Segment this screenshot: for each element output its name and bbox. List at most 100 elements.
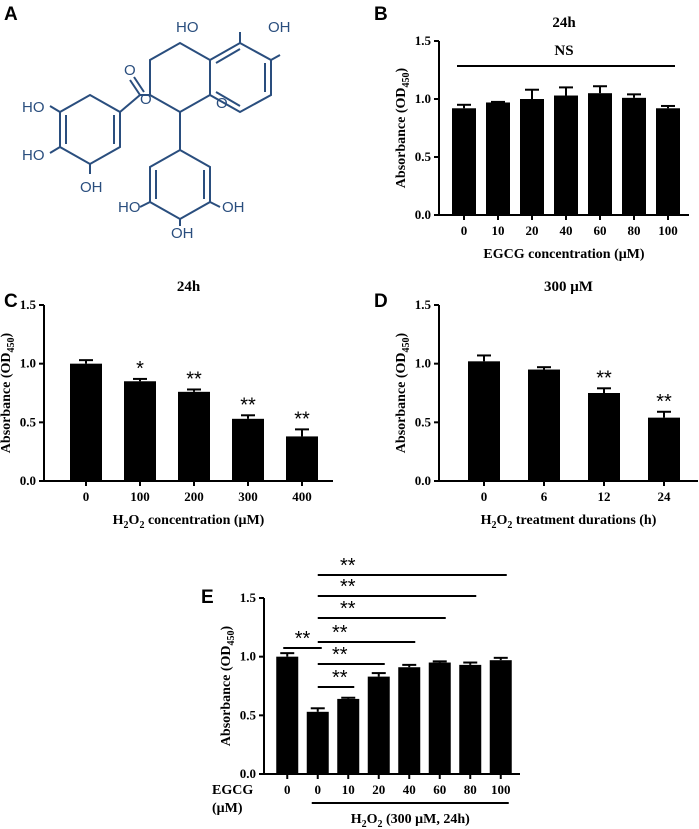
chart-title: 300 μM [544,279,593,295]
bar [588,93,612,215]
bar [428,662,451,774]
y-tick-label: 0.0 [415,207,431,222]
mol-label-oh-top: OH [268,19,291,36]
molecule-labels: HO OH HO HO OH O O O HO OH OH [22,19,291,242]
x-tick-label: 100 [130,489,150,504]
mol-label-ho-top: HO [176,19,199,36]
comparison-label: ** [332,622,348,644]
bar [276,656,299,774]
comparison-label: ** [340,576,356,598]
bar [486,102,510,215]
chart-title: 24h [552,15,576,31]
mol-label-ho-galloyl-2: HO [22,147,45,164]
row-label-egcg: EGCG [212,783,253,798]
x-tick-label: 60 [594,223,607,238]
x-tick-label: 80 [628,223,641,238]
x-tick-label: 400 [292,489,312,504]
significance-label: ** [656,391,672,413]
x-tick-label: 24 [658,489,672,504]
comparison-label: ** [340,555,356,577]
mol-label-oh-b: OH [222,199,245,216]
bar [178,391,210,481]
panel-b-letter: B [374,4,388,25]
y-tick-label: 0.5 [415,149,432,164]
comparison-label: ** [295,628,311,650]
y-tick-label: 0.5 [415,414,432,429]
chart-c: 0.0 0.5 1.0 1.5 0 100 * 200 ** 300 ** 400 ** Absorban… [0,279,333,531]
x-tick-label: 200 [184,489,204,504]
ring-b [149,148,211,221]
x-tick-label: 100 [491,782,511,797]
significance-label: ** [596,367,612,389]
y-tick-label: 1.5 [20,297,37,312]
y-axis-label: Absorbance (OD450) [394,67,412,188]
bar [337,698,360,774]
x-tick-label: 60 [433,782,446,797]
bar [459,664,482,774]
bar [554,95,578,215]
mol-label-ho-galloyl-1: HO [22,99,45,116]
y-axis-label: Absorbance (OD450) [0,332,17,453]
x-tick-label: 0 [481,489,488,504]
mol-label-oh-galloyl: OH [80,179,103,196]
significance-label: * [136,358,144,380]
bar [489,660,512,774]
x-tick-label: 10 [492,223,505,238]
x-tick-label: 20 [526,223,539,238]
bar [528,369,560,481]
x-tick-label: 40 [403,782,416,797]
bar [286,436,318,481]
panel-d-letter: D [374,291,388,312]
y-tick-label: 0.5 [240,707,257,722]
bar [367,676,390,774]
bar [588,393,620,481]
x-tick-label: 40 [560,223,573,238]
bar [648,417,680,481]
y-tick-label: 0.0 [20,473,36,488]
chart-e: 0.0 0.5 1.0 1.5 0 0 10 20 40 60 80 100 Absorbance (O… [212,555,520,829]
x-tick-label: 80 [464,782,477,797]
mol-label-ring-o: O [216,95,228,112]
panel-a-letter: A [4,4,18,25]
x-tick-label: 10 [342,782,355,797]
y-tick-label: 0.0 [415,473,431,488]
bar [656,108,680,215]
mol-label-carbonyl-o: O [124,62,136,79]
x-tick-label: 300 [238,489,258,504]
chart-b: 0.0 0.5 1.0 1.5 0 10 20 40 60 80 100 Absorbance (OD… [394,15,689,262]
x-tick-label: 100 [658,223,678,238]
comparison-label: ** [332,644,348,666]
y-tick-label: 1.5 [240,590,257,605]
x-tick-label: 0 [461,223,468,238]
chart-title: 24h [177,279,201,295]
y-tick-label: 1.0 [415,356,431,371]
y-tick-label: 1.5 [415,33,432,48]
comparison-label: ** [340,598,356,620]
bar [468,361,500,481]
x-tick-label: 6 [541,489,548,504]
x-tick-label: 0 [83,489,90,504]
bar [398,667,421,774]
y-axis-label: Absorbance (OD450) [219,625,237,746]
comparison-label: ** [332,667,348,689]
significance-label: ** [294,408,310,430]
egcg-structure [49,32,281,226]
ring-c [149,41,211,114]
x-axis-label: EGCG concentration (μM) [483,247,644,262]
mol-label-ho-b: HO [118,199,141,216]
chart-d: 0.0 0.5 1.0 1.5 0 6 12 ** 24 ** Absorbance (OD450)… [394,279,698,531]
bar [520,99,544,215]
x-tick-label: 12 [598,489,611,504]
y-tick-label: 1.0 [20,356,36,371]
y-tick-label: 0.0 [240,766,256,781]
panel-e-letter: E [201,587,214,608]
significance-label: ** [186,368,202,390]
y-tick-label: 0.5 [20,414,37,429]
ring-galloyl [59,93,121,166]
x-axis-label: H2O2 treatment durations (h) [481,513,657,531]
bar [232,418,264,481]
y-axis-label: Absorbance (OD450) [394,332,412,453]
ns-label: NS [554,43,573,59]
